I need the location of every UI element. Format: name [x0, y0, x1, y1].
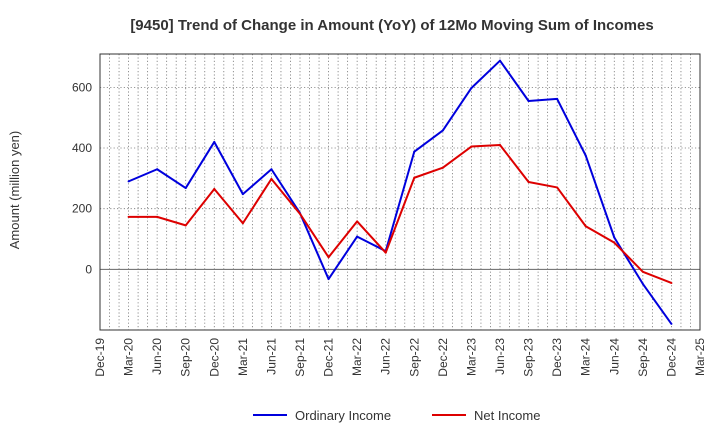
x-tick-label: Mar-21	[236, 338, 250, 376]
x-tick-label: Sep-24	[636, 338, 650, 377]
data-point-ordinary-income	[270, 168, 273, 171]
x-tick-label: Jun-24	[607, 338, 621, 375]
x-tick-label: Mar-22	[350, 338, 364, 376]
data-point-net-income	[441, 166, 444, 169]
x-tick-label: Mar-20	[122, 338, 136, 376]
x-tick-label: Jun-21	[264, 338, 278, 375]
data-point-net-income	[670, 281, 673, 284]
data-point-ordinary-income	[641, 282, 644, 285]
data-point-net-income	[356, 220, 359, 223]
series-line-net-income	[128, 143, 672, 284]
data-point-ordinary-income	[441, 129, 444, 132]
legend-label-net-income: Net Income	[474, 408, 540, 423]
data-point-net-income	[327, 256, 330, 259]
x-tick-label: Dec-19	[93, 338, 107, 377]
y-axis-label: Amount (million yen)	[7, 131, 22, 250]
data-point-ordinary-income	[556, 97, 559, 100]
x-tick-label: Sep-20	[179, 338, 193, 377]
x-tick-label: Dec-21	[322, 338, 336, 377]
data-point-net-income	[413, 176, 416, 179]
x-tick-label: Sep-23	[522, 338, 536, 377]
data-point-net-income	[641, 270, 644, 273]
data-point-net-income	[384, 251, 387, 254]
data-point-net-income	[156, 215, 159, 218]
data-point-ordinary-income	[184, 187, 187, 190]
data-point-net-income	[556, 186, 559, 189]
x-tick-label: Sep-22	[407, 338, 421, 377]
chart-title: [9450] Trend of Change in Amount (YoY) o…	[130, 17, 653, 34]
x-tick-label: Dec-23	[550, 338, 564, 377]
y-tick-label: 400	[72, 141, 92, 155]
data-point-ordinary-income	[613, 236, 616, 239]
x-tick-label: Sep-21	[293, 338, 307, 377]
data-point-net-income	[527, 180, 530, 183]
data-point-ordinary-income	[670, 322, 673, 325]
data-point-ordinary-income	[499, 59, 501, 62]
x-tick-label: Mar-24	[579, 338, 593, 376]
data-point-net-income	[270, 177, 273, 180]
x-tick-label: Jun-20	[150, 338, 164, 375]
legend-label-ordinary-income: Ordinary Income	[295, 408, 391, 423]
data-point-net-income	[241, 222, 244, 225]
y-tick-label: 200	[72, 202, 92, 216]
y-tick-label: 600	[72, 80, 92, 94]
data-point-net-income	[613, 241, 616, 244]
x-tick-label: Jun-23	[493, 338, 507, 375]
x-tick-label: Jun-22	[379, 338, 393, 375]
y-tick-label: 0	[85, 262, 92, 276]
series-line-ordinary-income	[128, 59, 673, 325]
plot-frame	[99, 53, 701, 331]
data-point-ordinary-income	[213, 140, 216, 143]
data-point-ordinary-income	[156, 168, 159, 171]
series-lines	[127, 59, 673, 325]
x-tick-label: Dec-24	[664, 338, 678, 377]
data-point-ordinary-income	[327, 278, 330, 281]
data-point-ordinary-income	[413, 150, 416, 153]
data-point-net-income	[127, 215, 130, 218]
x-tick-labels: Dec-19 Mar-20 Jun-20 Sep-20 Dec-20 Mar-21 Jun-…	[93, 338, 707, 377]
data-point-net-income	[213, 187, 216, 190]
data-point-ordinary-income	[127, 180, 130, 183]
plot-area	[100, 54, 700, 330]
data-point-ordinary-income	[356, 235, 359, 238]
data-point-net-income	[584, 225, 587, 228]
horizontal-gridlines	[100, 86, 700, 270]
data-point-ordinary-income	[241, 193, 244, 196]
x-tick-label: Dec-20	[207, 338, 221, 377]
x-tick-label: Dec-22	[436, 338, 450, 377]
data-point-net-income	[470, 145, 473, 148]
data-point-net-income	[499, 143, 501, 146]
data-point-net-income	[184, 224, 187, 227]
y-tick-labels: 0 200 400 600	[72, 80, 92, 276]
data-point-ordinary-income	[584, 154, 587, 157]
x-tick-label: Mar-25	[693, 338, 707, 376]
data-point-net-income	[299, 212, 301, 215]
x-tick-label: Mar-23	[464, 338, 478, 376]
legend: Ordinary Income Net Income	[253, 408, 540, 423]
data-point-ordinary-income	[527, 100, 530, 103]
data-point-ordinary-income	[470, 86, 473, 89]
